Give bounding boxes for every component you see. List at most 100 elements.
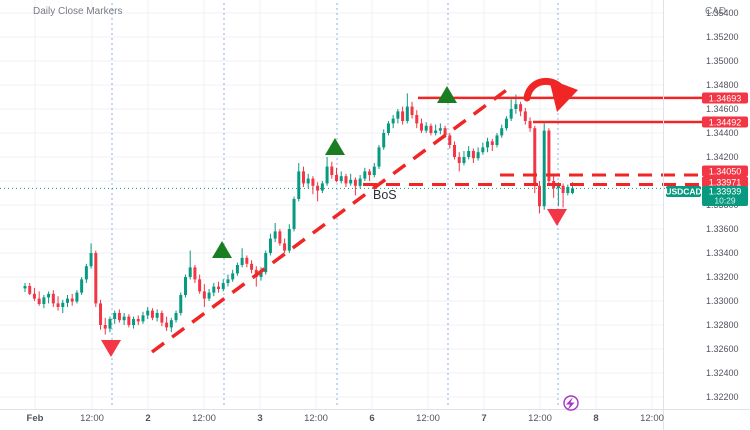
- candle-body: [80, 279, 84, 293]
- candle-body: [183, 277, 187, 295]
- price-tick-label: 1.34800: [706, 80, 739, 90]
- candle-body: [136, 319, 140, 322]
- candle-body: [37, 298, 41, 304]
- candle-body: [174, 313, 178, 321]
- candle-body: [523, 111, 527, 121]
- sell-triangle-marker: [547, 209, 567, 226]
- svg-text:1.33971: 1.33971: [709, 178, 742, 188]
- candle-body: [330, 166, 334, 175]
- price-level-badge: [702, 116, 748, 128]
- time-tick-label: 6: [369, 413, 374, 424]
- candle-body: [471, 151, 475, 159]
- price-level-badge: [702, 92, 748, 104]
- buy-triangle-marker: [437, 86, 457, 103]
- candle-body: [462, 157, 466, 163]
- time-axis[interactable]: [0, 410, 750, 430]
- candle-body: [32, 293, 36, 299]
- candle-body: [335, 175, 339, 181]
- bar-countdown: 10:29: [714, 196, 736, 206]
- candle-body: [56, 303, 60, 307]
- candle-body: [193, 267, 197, 280]
- candle-body: [401, 111, 405, 121]
- candle-body: [160, 313, 164, 323]
- time-tick-label: 12:00: [416, 413, 440, 424]
- candle-body: [542, 130, 546, 207]
- price-tick-label: 1.35000: [706, 56, 739, 66]
- svg-text:1.34492: 1.34492: [709, 118, 742, 128]
- candle-body: [382, 133, 386, 148]
- candle-body: [245, 257, 249, 264]
- time-tick-label: 12:00: [304, 413, 328, 424]
- price-tick-label: 1.32800: [706, 320, 739, 330]
- ticker-badge: [666, 186, 701, 197]
- candle-body: [500, 128, 504, 136]
- candle-body: [283, 243, 287, 251]
- candle-body: [547, 130, 551, 181]
- candle-body: [504, 118, 508, 129]
- price-level-badge: [702, 176, 748, 188]
- candle-body: [372, 166, 376, 175]
- candle-body: [429, 125, 433, 133]
- last-price-badge: [702, 186, 748, 206]
- candle-body: [132, 319, 136, 325]
- candle-body: [99, 303, 103, 325]
- candle-body: [179, 295, 183, 313]
- candle-body: [349, 179, 353, 184]
- candle-body: [169, 320, 173, 328]
- candle-body: [311, 178, 315, 186]
- candle-body: [306, 178, 310, 184]
- candle-body: [278, 231, 282, 244]
- ticker-label: USDCAD: [665, 187, 701, 197]
- buy-triangle-marker: [212, 241, 232, 258]
- candle-body: [292, 199, 296, 229]
- candle-body: [443, 128, 447, 136]
- candle-body: [386, 123, 390, 133]
- candle-body: [396, 111, 400, 119]
- candle-body: [65, 298, 69, 303]
- candle-body: [287, 229, 291, 251]
- candle-body: [377, 147, 381, 167]
- candle-body: [235, 265, 239, 274]
- candle-body: [358, 178, 362, 186]
- candle-body: [353, 179, 357, 186]
- candle-body: [75, 292, 79, 302]
- price-tick-label: 1.32600: [706, 344, 739, 354]
- candle-body: [490, 141, 494, 145]
- candle-body: [188, 267, 192, 277]
- candle-body: [198, 279, 202, 292]
- candle-body: [566, 187, 570, 193]
- candle-body: [89, 253, 93, 267]
- price-tick-label: 1.34200: [706, 152, 739, 162]
- candle-body: [113, 313, 117, 319]
- price-axis-currency-label: CAD: [705, 6, 727, 17]
- candle-body: [70, 298, 74, 302]
- price-tick-label: 1.35400: [706, 8, 739, 18]
- candle-body: [268, 238, 272, 253]
- candle-body: [419, 123, 423, 131]
- market-status-lightning-icon[interactable]: [563, 395, 579, 411]
- candle-body: [240, 257, 244, 265]
- candle-body: [226, 279, 230, 283]
- price-tick-label: 1.33200: [706, 272, 739, 282]
- bos-label[interactable]: BoS: [373, 188, 397, 202]
- candle-body: [127, 316, 131, 325]
- time-tick-label: 8: [593, 413, 598, 424]
- candle-body: [528, 121, 532, 129]
- candle-body: [42, 297, 46, 304]
- candle-body: [61, 302, 65, 307]
- grid-layer: [0, 0, 663, 409]
- candle-body: [339, 176, 343, 181]
- time-tick-label: 7: [481, 413, 486, 424]
- curved-arrow-drawing[interactable]: [523, 77, 578, 112]
- candle-body: [561, 185, 565, 193]
- last-price-value: 1.33939: [709, 187, 742, 197]
- candle-body: [273, 231, 277, 239]
- candle-body: [467, 151, 471, 157]
- candle-body: [202, 291, 206, 299]
- price-tick-label: 1.33600: [706, 224, 739, 234]
- candle-body: [221, 283, 225, 289]
- trendline-drawing[interactable]: [150, 84, 514, 354]
- candle-body: [259, 272, 263, 277]
- candle-body: [410, 106, 414, 115]
